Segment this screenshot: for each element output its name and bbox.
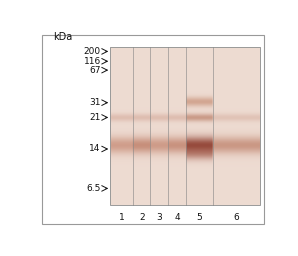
Text: 200: 200 xyxy=(84,47,101,56)
Text: 6: 6 xyxy=(233,213,239,222)
Text: 3: 3 xyxy=(156,213,162,222)
Text: 6.5: 6.5 xyxy=(86,184,101,193)
Text: 67: 67 xyxy=(89,66,101,75)
Text: 4: 4 xyxy=(174,213,180,222)
Text: 116: 116 xyxy=(83,57,101,66)
Text: 14: 14 xyxy=(89,144,101,154)
Text: 31: 31 xyxy=(89,98,101,107)
Bar xyxy=(110,47,260,205)
Text: 1: 1 xyxy=(119,213,125,222)
Text: 5: 5 xyxy=(196,213,202,222)
Text: 2: 2 xyxy=(139,213,145,222)
Text: 21: 21 xyxy=(89,113,101,122)
Text: kDa: kDa xyxy=(53,31,73,41)
